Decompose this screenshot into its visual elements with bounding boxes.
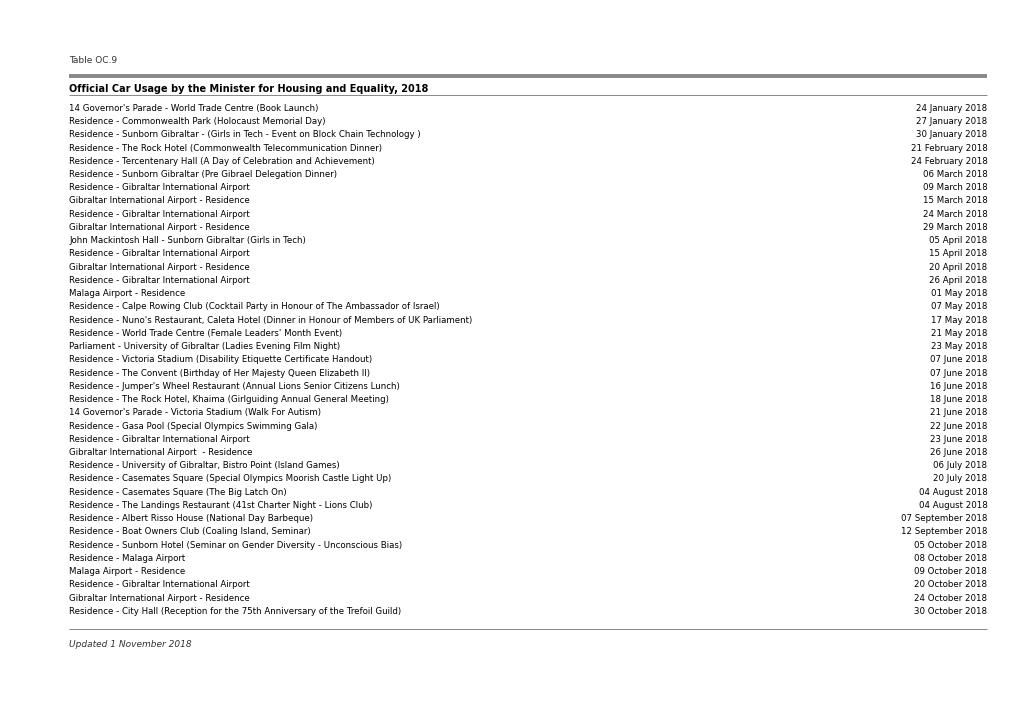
Text: Gibraltar International Airport - Residence: Gibraltar International Airport - Reside… [69, 262, 250, 272]
Text: 26 April 2018: 26 April 2018 [928, 276, 986, 285]
Text: Residence - Commonwealth Park (Holocaust Memorial Day): Residence - Commonwealth Park (Holocaust… [69, 117, 325, 126]
Text: Updated 1 November 2018: Updated 1 November 2018 [69, 640, 192, 648]
Text: Residence - Gibraltar International Airport: Residence - Gibraltar International Airp… [69, 580, 250, 589]
Text: Residence - The Landings Restaurant (41st Charter Night - Lions Club): Residence - The Landings Restaurant (41s… [69, 501, 372, 510]
Text: 30 January 2018: 30 January 2018 [915, 131, 986, 139]
Text: Residence - Casemates Square (Special Olympics Moorish Castle Light Up): Residence - Casemates Square (Special Ol… [69, 474, 391, 484]
Text: 04 August 2018: 04 August 2018 [918, 501, 986, 510]
Text: John Mackintosh Hall - Sunborn Gibraltar (Girls in Tech): John Mackintosh Hall - Sunborn Gibraltar… [69, 236, 306, 245]
Text: 27 January 2018: 27 January 2018 [915, 117, 986, 126]
Text: Malaga Airport - Residence: Malaga Airport - Residence [69, 567, 185, 576]
Text: Residence - The Rock Hotel, Khaima (Girlguiding Annual General Meeting): Residence - The Rock Hotel, Khaima (Girl… [69, 395, 389, 404]
Text: 18 June 2018: 18 June 2018 [929, 395, 986, 404]
Text: 04 August 2018: 04 August 2018 [918, 487, 986, 497]
Text: 06 March 2018: 06 March 2018 [922, 170, 986, 179]
Text: 21 February 2018: 21 February 2018 [910, 143, 986, 153]
Text: 09 March 2018: 09 March 2018 [922, 183, 986, 193]
Text: 07 September 2018: 07 September 2018 [900, 514, 986, 523]
Text: Residence - Gibraltar International Airport: Residence - Gibraltar International Airp… [69, 210, 250, 218]
Text: Residence - Nuno's Restaurant, Caleta Hotel (Dinner in Honour of Members of UK P: Residence - Nuno's Restaurant, Caleta Ho… [69, 316, 472, 324]
Text: Residence - Malaga Airport: Residence - Malaga Airport [69, 554, 185, 563]
Text: 23 June 2018: 23 June 2018 [929, 435, 986, 443]
Text: 21 May 2018: 21 May 2018 [930, 329, 986, 338]
Text: Residence - Gasa Pool (Special Olympics Swimming Gala): Residence - Gasa Pool (Special Olympics … [69, 422, 318, 430]
Text: 23 May 2018: 23 May 2018 [930, 342, 986, 351]
Text: Residence - Gibraltar International Airport: Residence - Gibraltar International Airp… [69, 435, 250, 443]
Text: 22 June 2018: 22 June 2018 [929, 422, 986, 430]
Text: 21 June 2018: 21 June 2018 [929, 408, 986, 417]
Text: 16 June 2018: 16 June 2018 [929, 382, 986, 391]
Text: Residence - The Convent (Birthday of Her Majesty Queen Elizabeth II): Residence - The Convent (Birthday of Her… [69, 368, 370, 378]
Text: 24 January 2018: 24 January 2018 [915, 104, 986, 112]
Text: Residence - Sunborn Gibraltar (Pre Gibrael Delegation Dinner): Residence - Sunborn Gibraltar (Pre Gibra… [69, 170, 337, 179]
Text: Residence - Gibraltar International Airport: Residence - Gibraltar International Airp… [69, 276, 250, 285]
Text: Gibraltar International Airport  - Residence: Gibraltar International Airport - Reside… [69, 448, 253, 457]
Text: Residence - University of Gibraltar, Bistro Point (Island Games): Residence - University of Gibraltar, Bis… [69, 461, 339, 470]
Text: 29 March 2018: 29 March 2018 [922, 223, 986, 232]
Text: Residence - Tercentenary Hall (A Day of Celebration and Achievement): Residence - Tercentenary Hall (A Day of … [69, 156, 375, 166]
Text: 15 April 2018: 15 April 2018 [928, 249, 986, 258]
Text: 24 March 2018: 24 March 2018 [922, 210, 986, 218]
Text: 01 May 2018: 01 May 2018 [930, 289, 986, 298]
Text: Malaga Airport - Residence: Malaga Airport - Residence [69, 289, 185, 298]
Text: 14 Governor's Parade - Victoria Stadium (Walk For Autism): 14 Governor's Parade - Victoria Stadium … [69, 408, 321, 417]
Text: Residence - Albert Risso House (National Day Barbeque): Residence - Albert Risso House (National… [69, 514, 313, 523]
Text: Table OC.9: Table OC.9 [69, 56, 117, 65]
Text: Gibraltar International Airport - Residence: Gibraltar International Airport - Reside… [69, 593, 250, 603]
Text: 26 June 2018: 26 June 2018 [929, 448, 986, 457]
Text: 08 October 2018: 08 October 2018 [913, 554, 986, 563]
Text: 06 July 2018: 06 July 2018 [932, 461, 986, 470]
Text: 07 June 2018: 07 June 2018 [929, 355, 986, 364]
Text: Parliament - University of Gibraltar (Ladies Evening Film Night): Parliament - University of Gibraltar (La… [69, 342, 340, 351]
Text: Gibraltar International Airport - Residence: Gibraltar International Airport - Reside… [69, 197, 250, 205]
Text: 05 October 2018: 05 October 2018 [913, 541, 986, 549]
Text: Gibraltar International Airport - Residence: Gibraltar International Airport - Reside… [69, 223, 250, 232]
Text: 15 March 2018: 15 March 2018 [922, 197, 986, 205]
Text: 20 April 2018: 20 April 2018 [928, 262, 986, 272]
Text: 17 May 2018: 17 May 2018 [930, 316, 986, 324]
Text: 24 February 2018: 24 February 2018 [910, 156, 986, 166]
Text: Residence - Sunborn Gibraltar - (Girls in Tech - Event on Block Chain Technology: Residence - Sunborn Gibraltar - (Girls i… [69, 131, 421, 139]
Text: Residence - Sunborn Hotel (Seminar on Gender Diversity - Unconscious Bias): Residence - Sunborn Hotel (Seminar on Ge… [69, 541, 403, 549]
Text: Residence - Casemates Square (The Big Latch On): Residence - Casemates Square (The Big La… [69, 487, 286, 497]
Text: Residence - Victoria Stadium (Disability Etiquette Certificate Handout): Residence - Victoria Stadium (Disability… [69, 355, 372, 364]
Text: Official Car Usage by the Minister for Housing and Equality, 2018: Official Car Usage by the Minister for H… [69, 84, 428, 94]
Text: Residence - Gibraltar International Airport: Residence - Gibraltar International Airp… [69, 249, 250, 258]
Text: Residence - Gibraltar International Airport: Residence - Gibraltar International Airp… [69, 183, 250, 193]
Text: 24 October 2018: 24 October 2018 [913, 593, 986, 603]
Text: 20 July 2018: 20 July 2018 [932, 474, 986, 484]
Text: 12 September 2018: 12 September 2018 [900, 527, 986, 536]
Text: 14 Governor's Parade - World Trade Centre (Book Launch): 14 Governor's Parade - World Trade Centr… [69, 104, 318, 112]
Text: 30 October 2018: 30 October 2018 [913, 607, 986, 616]
Text: Residence - Boat Owners Club (Coaling Island, Seminar): Residence - Boat Owners Club (Coaling Is… [69, 527, 311, 536]
Text: 07 May 2018: 07 May 2018 [930, 302, 986, 311]
Text: Residence - The Rock Hotel (Commonwealth Telecommunication Dinner): Residence - The Rock Hotel (Commonwealth… [69, 143, 382, 153]
Text: Residence - City Hall (Reception for the 75th Anniversary of the Trefoil Guild): Residence - City Hall (Reception for the… [69, 607, 401, 616]
Text: 09 October 2018: 09 October 2018 [914, 567, 986, 576]
Text: Residence - Jumper's Wheel Restaurant (Annual Lions Senior Citizens Lunch): Residence - Jumper's Wheel Restaurant (A… [69, 382, 399, 391]
Text: 07 June 2018: 07 June 2018 [929, 368, 986, 378]
Text: 20 October 2018: 20 October 2018 [913, 580, 986, 589]
Text: 05 April 2018: 05 April 2018 [928, 236, 986, 245]
Text: Residence - Calpe Rowing Club (Cocktail Party in Honour of The Ambassador of Isr: Residence - Calpe Rowing Club (Cocktail … [69, 302, 439, 311]
Text: Residence - World Trade Centre (Female Leaders' Month Event): Residence - World Trade Centre (Female L… [69, 329, 342, 338]
